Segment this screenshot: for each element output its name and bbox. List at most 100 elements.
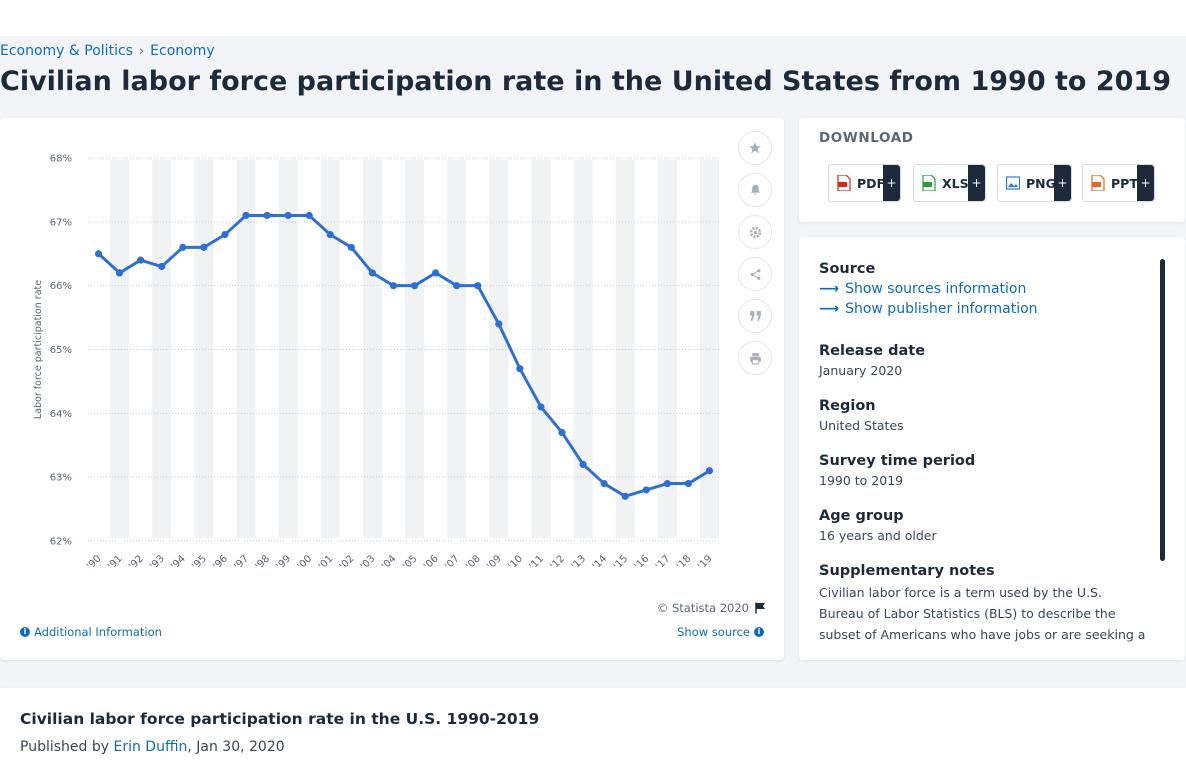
download-ppt-button[interactable]: PPT + [1082, 164, 1155, 202]
x-tick-label: '09 [485, 553, 504, 572]
survey-period-label: Survey time period [819, 453, 976, 469]
region-label: Region [819, 398, 876, 414]
y-axis-label: Labor force participation rate [33, 280, 44, 419]
gear-icon[interactable] [738, 215, 772, 249]
x-tick-label: '06 [422, 553, 441, 572]
data-point[interactable] [263, 211, 271, 220]
data-point[interactable] [221, 231, 229, 239]
breadcrumb-economy-politics[interactable]: Economy & Politics [0, 43, 133, 59]
data-point[interactable] [179, 243, 187, 251]
x-tick-label: '02 [338, 553, 357, 572]
data-point[interactable] [516, 365, 524, 373]
data-point[interactable] [94, 250, 103, 258]
data-point[interactable] [284, 211, 292, 220]
x-tick-label: '90 [85, 553, 104, 572]
source-label: Source [819, 261, 876, 277]
info-icon: i [20, 627, 30, 637]
data-point[interactable] [600, 479, 608, 488]
scrollbar[interactable] [1160, 259, 1165, 561]
x-tick-label: '14 [591, 553, 610, 572]
star-icon[interactable] [738, 131, 772, 165]
copyright-text: © Statista 2020 [656, 601, 749, 615]
download-pdf-label: PDF [857, 175, 886, 191]
supplementary-notes-section: Supplementary notes Civilian labor force… [819, 563, 1149, 645]
quote-icon[interactable] [738, 299, 772, 333]
x-tick-label: '01 [317, 553, 336, 572]
data-point[interactable] [242, 211, 250, 220]
y-tick-label: 66% [50, 281, 72, 292]
data-point[interactable] [389, 282, 398, 290]
published-line: Published by Erin Duffin, Jan 30, 2020 [20, 739, 285, 755]
supplementary-notes-label: Supplementary notes [819, 563, 995, 579]
show-publisher-link[interactable]: ⟶ Show publisher information [819, 301, 1038, 317]
data-point[interactable] [200, 243, 208, 251]
data-point[interactable] [495, 320, 503, 328]
download-png-button[interactable]: PNG + [997, 164, 1072, 202]
download-ppt-label: PPT [1111, 175, 1138, 191]
data-point[interactable] [537, 403, 545, 411]
png-file-icon [1006, 176, 1020, 190]
x-tick-label: '92 [127, 553, 146, 572]
arrow-right-icon: ⟶ [819, 281, 840, 297]
release-date-label: Release date [819, 343, 926, 359]
data-point[interactable] [116, 269, 124, 277]
ppt-file-icon [1091, 175, 1105, 191]
data-point[interactable] [558, 428, 566, 437]
x-tick-label: '94 [169, 553, 188, 572]
column-band [194, 160, 214, 538]
report-header: Civilian labor force participation rate … [0, 688, 1186, 760]
chart-card: 62% 63% 64% 65% 66% 67% 68% Labor force partici… [0, 118, 784, 660]
share-icon[interactable] [738, 257, 772, 291]
region-value: United States [819, 418, 904, 433]
data-point[interactable] [579, 460, 587, 468]
x-tick-label: '91 [106, 553, 125, 572]
author-link[interactable]: Erin Duffin [113, 739, 188, 755]
y-tick-label: 65% [50, 345, 72, 356]
data-point[interactable] [137, 256, 145, 264]
data-point[interactable] [368, 269, 376, 277]
data-point[interactable] [684, 479, 693, 488]
bell-icon[interactable] [738, 173, 772, 207]
show-sources-link[interactable]: ⟶ Show sources information [819, 281, 1038, 297]
x-tick-label: '04 [380, 553, 399, 572]
data-point[interactable] [453, 282, 461, 290]
data-point[interactable] [642, 486, 650, 494]
age-group-section: Age group 16 years and older [819, 508, 937, 543]
x-tick-label: '15 [612, 553, 631, 572]
x-tick-label: '07 [443, 553, 462, 572]
download-xls-button[interactable]: XLS + [913, 164, 986, 202]
column-band [278, 160, 298, 538]
data-point[interactable] [410, 282, 419, 290]
survey-period-value: 1990 to 2019 [819, 473, 904, 488]
print-icon[interactable] [738, 341, 772, 375]
additional-information-link[interactable]: i Additional Information [20, 625, 162, 639]
x-tick-label: '13 [569, 553, 588, 572]
data-point[interactable] [432, 269, 440, 277]
y-tick-label: 64% [50, 409, 72, 420]
download-card: DOWNLOAD PDF + XLS + PNG + PPT + [799, 118, 1185, 222]
arrow-right-icon: ⟶ [819, 301, 840, 317]
data-point[interactable] [705, 467, 714, 475]
data-point[interactable] [474, 282, 482, 290]
x-tick-label: '19 [696, 553, 715, 572]
flag-icon[interactable] [755, 602, 766, 614]
data-point[interactable] [158, 262, 166, 271]
data-point[interactable] [621, 492, 629, 500]
release-date-value: January 2020 [819, 363, 903, 378]
x-tick-label: '18 [675, 553, 694, 572]
show-publisher-label: Show publisher information [845, 301, 1038, 317]
y-tick-label: 67% [50, 217, 72, 228]
column-band [405, 160, 425, 538]
data-point[interactable] [326, 231, 334, 239]
data-point[interactable] [347, 243, 355, 251]
region-section: Region United States [819, 398, 904, 433]
download-pdf-button[interactable]: PDF + [828, 164, 901, 202]
show-source-link[interactable]: Show source i [677, 625, 764, 639]
column-band [152, 160, 172, 538]
age-group-value: 16 years and older [819, 528, 937, 543]
data-point[interactable] [663, 479, 671, 488]
breadcrumb-economy[interactable]: Economy [150, 43, 215, 59]
show-sources-label: Show sources information [845, 281, 1027, 297]
plus-icon: + [968, 165, 985, 201]
data-point[interactable] [305, 211, 313, 220]
